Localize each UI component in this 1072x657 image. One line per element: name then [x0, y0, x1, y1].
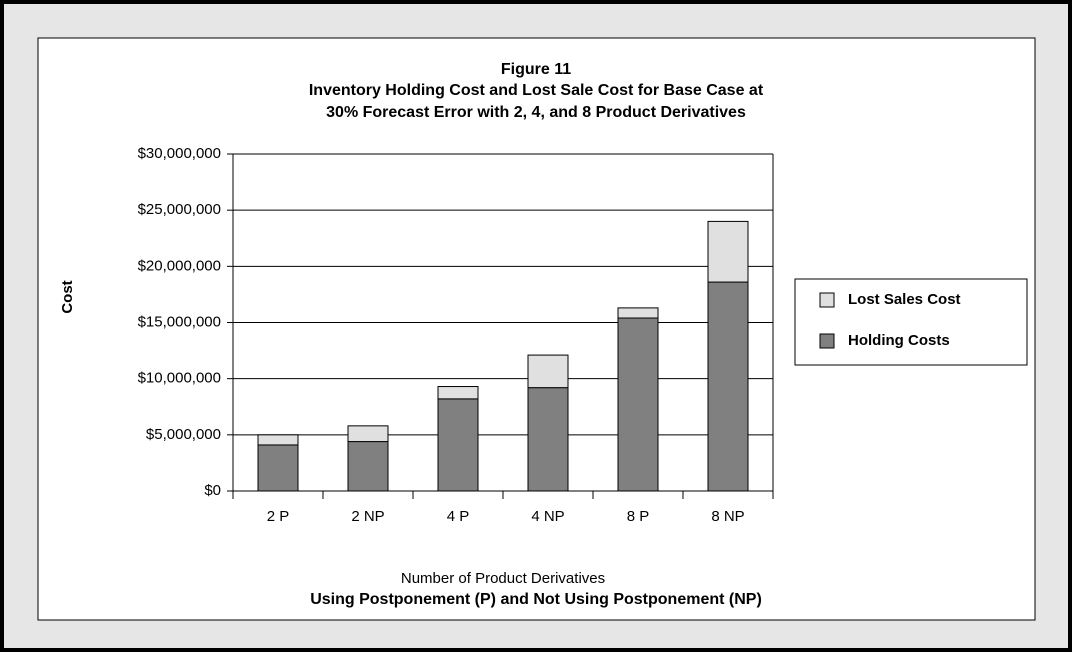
subtitle: Using Postponement (P) and Not Using Pos… — [310, 591, 762, 608]
x-tick-label: 2 P — [267, 508, 290, 525]
bar-segment — [347, 425, 389, 443]
y-tick-label: $5,000,000 — [146, 426, 221, 443]
chart-title: Inventory Holding Cost and Lost Sale Cos… — [309, 82, 764, 99]
y-axis-label: Cost — [59, 280, 76, 313]
y-tick-label: $25,000,000 — [138, 201, 221, 218]
x-axis-label: Number of Product Derivatives — [401, 570, 605, 587]
x-tick-label: 8 P — [627, 508, 650, 525]
y-tick-label: $15,000,000 — [138, 313, 221, 330]
chart-title: 30% Forecast Error with 2, 4, and 8 Prod… — [326, 104, 746, 121]
y-tick-label: $10,000,000 — [138, 370, 221, 387]
bar-segment — [617, 307, 659, 319]
bar-segment — [707, 220, 749, 283]
chart-title: Figure 11 — [501, 61, 571, 78]
x-tick-label: 4 NP — [531, 508, 564, 525]
legend-label: Holding Costs — [848, 332, 950, 349]
bar-segment — [527, 387, 569, 492]
x-tick-label: 2 NP — [351, 508, 384, 525]
y-tick-label: $0 — [204, 482, 221, 499]
bar-segment — [257, 444, 299, 492]
bar-segment — [527, 354, 569, 389]
bar-segment — [437, 398, 479, 492]
bar-segment — [707, 281, 749, 492]
bar-segment — [347, 441, 389, 492]
legend-swatch — [819, 292, 835, 308]
y-tick-label: $30,000,000 — [138, 145, 221, 162]
bar-segment — [617, 317, 659, 492]
bar-segment — [437, 386, 479, 400]
y-tick-label: $20,000,000 — [138, 257, 221, 274]
x-tick-label: 4 P — [447, 508, 470, 525]
bar-segment — [257, 434, 299, 446]
legend-swatch — [819, 333, 835, 349]
legend-label: Lost Sales Cost — [848, 291, 961, 308]
x-tick-label: 8 NP — [711, 508, 744, 525]
